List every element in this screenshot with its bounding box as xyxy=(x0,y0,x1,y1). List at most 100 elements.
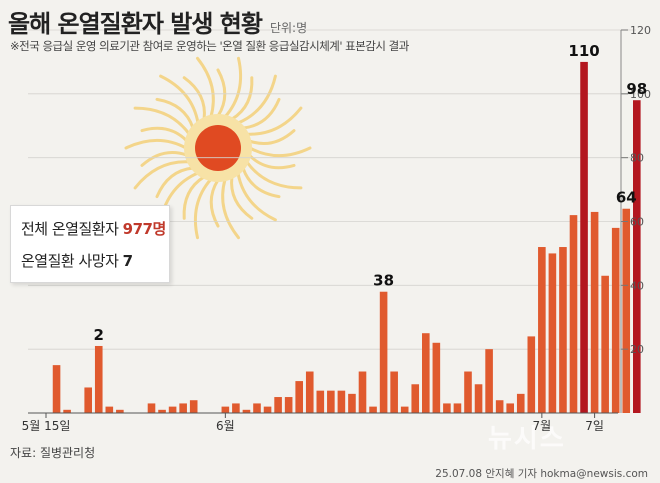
bar xyxy=(611,227,620,413)
bar xyxy=(506,403,514,413)
bar xyxy=(232,403,240,413)
deaths-value: 7 xyxy=(122,252,133,270)
chart-subtitle: ※전국 응급실 운영 의료기관 참여로 운영하는 '온열 질환 응급실감시체계'… xyxy=(10,39,409,53)
sun-ray xyxy=(155,166,195,199)
sun-ray xyxy=(247,129,296,145)
sun-ray xyxy=(248,146,312,158)
bar xyxy=(337,390,346,413)
sun-ray xyxy=(230,76,254,121)
sun-ray xyxy=(245,160,303,190)
data-label: 64 xyxy=(616,189,637,207)
bar xyxy=(548,253,557,413)
sun-ray xyxy=(182,175,206,220)
total-patients-label: 전체 온열질환자 xyxy=(21,220,123,238)
data-label: 2 xyxy=(94,326,104,344)
chart-title: 올해 온열질환자 발생 현황 xyxy=(8,10,263,38)
bar xyxy=(295,381,303,413)
y-tick-label: 60 xyxy=(630,216,644,229)
bar xyxy=(379,291,388,413)
bar xyxy=(453,403,462,413)
y-tick-label: 100 xyxy=(630,88,651,101)
bar xyxy=(84,387,92,413)
bar xyxy=(242,409,251,413)
source-note: 자료: 질병관리청 xyxy=(10,446,96,460)
sun-ray xyxy=(241,166,281,199)
bar xyxy=(116,409,124,413)
sun-ray xyxy=(221,177,240,240)
sun-ray xyxy=(140,126,189,143)
sun-ray xyxy=(209,178,220,228)
x-tick-label: 7일 xyxy=(585,419,604,433)
bar xyxy=(274,397,282,413)
header: 올해 온열질환자 발생 현황 단위:명 xyxy=(8,4,307,39)
y-tick-label: 40 xyxy=(630,279,644,292)
bar xyxy=(94,345,103,413)
bar xyxy=(400,406,409,413)
x-tick-label: 5월 15일 xyxy=(22,419,71,433)
bar xyxy=(253,403,261,413)
sun-ray xyxy=(133,106,191,136)
bar xyxy=(263,406,272,413)
sun-ray xyxy=(236,74,277,125)
bar xyxy=(516,393,525,413)
bar xyxy=(601,275,609,413)
bar xyxy=(527,336,536,413)
bar xyxy=(305,371,314,413)
sun-ray xyxy=(193,177,213,240)
summary-box: 전체 온열질환자 977명 온열질환 사망자 7 xyxy=(10,205,170,283)
y-tick-label: 20 xyxy=(630,343,644,356)
bar xyxy=(369,406,377,413)
total-patients-value: 977명 xyxy=(122,220,167,238)
sun-illustration xyxy=(124,56,312,240)
bar xyxy=(158,409,166,413)
bar xyxy=(147,403,156,413)
sun-ray xyxy=(241,97,281,130)
bar xyxy=(63,409,71,413)
deaths-label: 온열질환 사망자 xyxy=(21,252,123,270)
bar xyxy=(422,333,430,413)
sun-ray xyxy=(245,106,303,136)
bar xyxy=(633,100,641,413)
sun-ray xyxy=(140,151,189,167)
sun-ray xyxy=(196,56,215,119)
bar xyxy=(485,349,493,413)
bar xyxy=(316,390,325,413)
bar xyxy=(390,371,398,413)
sun-core xyxy=(195,125,241,171)
bar xyxy=(284,397,293,413)
sun-ray xyxy=(216,68,227,118)
bar xyxy=(105,406,114,413)
bar xyxy=(348,393,356,413)
data-label: 98 xyxy=(626,80,647,98)
bar xyxy=(590,211,599,413)
bar xyxy=(168,406,177,413)
y-tick-label: 120 xyxy=(630,24,651,37)
bar xyxy=(189,400,198,413)
bar xyxy=(358,371,367,413)
bar xyxy=(559,247,567,413)
sun-ray xyxy=(236,171,277,222)
deaths-row: 온열질환 사망자 7 xyxy=(21,250,133,271)
bar xyxy=(474,384,483,413)
bar xyxy=(52,365,61,414)
bar xyxy=(622,208,631,413)
total-patients-row: 전체 온열질환자 977명 xyxy=(21,218,166,239)
sun-ray xyxy=(223,56,243,119)
bar xyxy=(464,371,472,413)
sun-ray xyxy=(124,138,188,150)
credit-line: 25.07.08 안지혜 기자 hokma@newsis.com xyxy=(435,468,648,480)
sun-ray xyxy=(230,175,254,220)
x-axis: 5월 15일 6월 7월 7일 xyxy=(22,413,604,433)
bar xyxy=(411,384,420,413)
bar xyxy=(432,342,441,413)
unit-label: 단위:명 xyxy=(269,21,308,35)
sun-ray xyxy=(159,74,200,125)
y-axis: 20 40 60 80 100 120 xyxy=(620,24,651,413)
bar xyxy=(221,406,230,413)
sun-ray xyxy=(182,76,206,121)
sun-ray xyxy=(133,160,191,190)
x-tick-label: 6월 xyxy=(216,419,235,433)
sun-ray xyxy=(155,97,195,130)
bar xyxy=(443,403,451,413)
